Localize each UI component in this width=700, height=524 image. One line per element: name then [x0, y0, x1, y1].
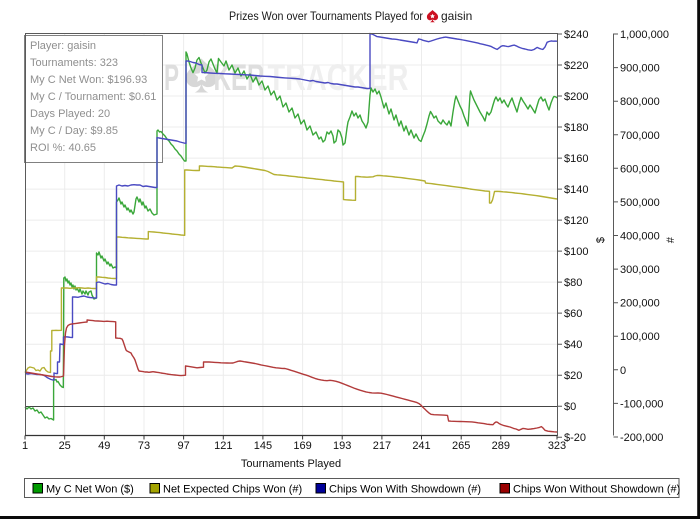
- svg-text:0: 0: [620, 365, 626, 377]
- svg-text:My C / Tournament: $0.61: My C / Tournament: $0.61: [30, 91, 156, 103]
- svg-text:Tournaments: 323: Tournaments: 323: [30, 57, 118, 69]
- svg-text:My C / Day: $9.85: My C / Day: $9.85: [30, 125, 118, 137]
- svg-text:Net Expected Chips Won (#): Net Expected Chips Won (#): [163, 484, 302, 496]
- svg-text:$0: $0: [564, 401, 576, 413]
- svg-text:-200,000: -200,000: [620, 432, 663, 444]
- svg-text:$200: $200: [564, 91, 588, 103]
- svg-text:73: 73: [138, 440, 150, 452]
- svg-text:P: P: [164, 57, 179, 98]
- svg-text:$80: $80: [564, 277, 582, 289]
- svg-text:$20: $20: [564, 370, 582, 382]
- svg-text:-100,000: -100,000: [620, 398, 663, 410]
- svg-text:Prizes Won over Tournaments Pl: Prizes Won over Tournaments Played for: [229, 9, 423, 23]
- svg-text:$120: $120: [564, 215, 588, 227]
- svg-text:900,000: 900,000: [620, 63, 660, 75]
- svg-text:97: 97: [177, 440, 189, 452]
- svg-text:121: 121: [214, 440, 232, 452]
- svg-text:193: 193: [333, 440, 351, 452]
- svg-text:200,000: 200,000: [620, 298, 660, 310]
- svg-text:600,000: 600,000: [620, 163, 660, 175]
- svg-text:1: 1: [22, 440, 28, 452]
- svg-text:100,000: 100,000: [620, 331, 660, 343]
- svg-text:gaisin: gaisin: [441, 9, 472, 23]
- svg-text:$140: $140: [564, 184, 588, 196]
- svg-text:My C Net Won: $196.93: My C Net Won: $196.93: [30, 74, 147, 86]
- svg-text:Player: gaisin: Player: gaisin: [30, 40, 96, 52]
- svg-text:Days Played: 20: Days Played: 20: [30, 108, 110, 120]
- svg-text:500,000: 500,000: [620, 197, 660, 209]
- svg-text:$60: $60: [564, 308, 582, 320]
- svg-text:$100: $100: [564, 246, 588, 258]
- svg-text:289: 289: [492, 440, 510, 452]
- svg-text:400,000: 400,000: [620, 231, 660, 243]
- svg-text:265: 265: [452, 440, 470, 452]
- svg-text:49: 49: [98, 440, 110, 452]
- svg-text:1,000,000: 1,000,000: [620, 29, 669, 41]
- svg-text:217: 217: [373, 440, 391, 452]
- svg-text:700,000: 700,000: [620, 130, 660, 142]
- svg-text:TRACKER: TRACKER: [268, 57, 409, 98]
- svg-text:300,000: 300,000: [620, 264, 660, 276]
- svg-text:#: #: [665, 236, 677, 243]
- svg-text:800,000: 800,000: [620, 96, 660, 108]
- svg-text:$160: $160: [564, 153, 588, 165]
- svg-text:Chips Won Without Showdown (#): Chips Won Without Showdown (#): [513, 484, 680, 496]
- svg-text:Chips Won With Showdown (#): Chips Won With Showdown (#): [329, 484, 481, 496]
- svg-text:241: 241: [412, 440, 430, 452]
- svg-text:$: $: [595, 237, 607, 243]
- svg-text:323: 323: [548, 440, 566, 452]
- svg-text:145: 145: [254, 440, 272, 452]
- svg-text:$40: $40: [564, 339, 582, 351]
- svg-text:25: 25: [59, 440, 71, 452]
- svg-text:ROI %: 40.65: ROI %: 40.65: [30, 142, 96, 154]
- svg-text:$180: $180: [564, 122, 588, 134]
- svg-text:169: 169: [293, 440, 311, 452]
- svg-text:$220: $220: [564, 60, 588, 72]
- svg-text:$240: $240: [564, 29, 588, 41]
- svg-text:$-20: $-20: [564, 432, 586, 444]
- svg-text:My C Net Won ($): My C Net Won ($): [46, 484, 134, 496]
- svg-text:Tournaments Played: Tournaments Played: [241, 458, 341, 470]
